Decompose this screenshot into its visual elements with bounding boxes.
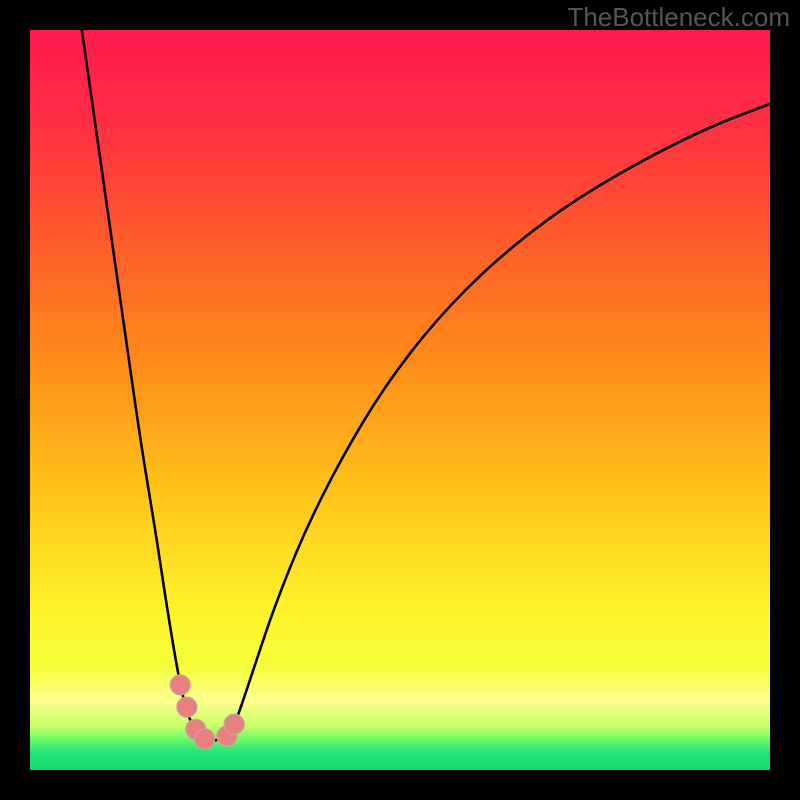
watermark-text: TheBottleneck.com bbox=[567, 2, 790, 33]
bottleneck-chart bbox=[0, 0, 800, 800]
